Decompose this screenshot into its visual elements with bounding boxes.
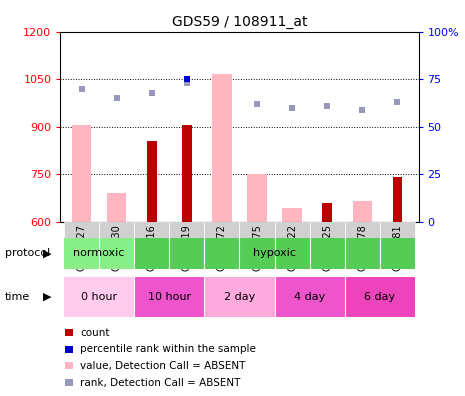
Text: 6 day: 6 day — [364, 292, 395, 302]
FancyBboxPatch shape — [310, 222, 345, 238]
Bar — [134, 277, 205, 317]
Bar — [392, 177, 402, 222]
Text: time: time — [5, 292, 30, 302]
FancyBboxPatch shape — [380, 222, 415, 238]
Bar — [352, 201, 372, 222]
Text: ▶: ▶ — [43, 248, 51, 259]
FancyBboxPatch shape — [205, 222, 239, 238]
Text: hypoxic: hypoxic — [253, 248, 296, 259]
Text: GSM1227: GSM1227 — [77, 224, 86, 271]
Text: GSM4172: GSM4172 — [217, 224, 227, 271]
Bar — [147, 141, 157, 222]
FancyBboxPatch shape — [345, 222, 380, 238]
Text: GSM4175: GSM4175 — [252, 224, 262, 271]
Bar — [345, 277, 415, 317]
Text: GSM1219: GSM1219 — [182, 224, 192, 271]
Title: GDS59 / 108911_at: GDS59 / 108911_at — [172, 15, 307, 29]
FancyBboxPatch shape — [134, 222, 169, 238]
Text: percentile rank within the sample: percentile rank within the sample — [80, 344, 256, 354]
Text: count: count — [80, 327, 110, 338]
Bar — [64, 277, 134, 317]
Bar — [72, 125, 91, 222]
Text: normoxic: normoxic — [73, 248, 125, 259]
Bar — [64, 238, 134, 269]
Text: GSM1216: GSM1216 — [147, 224, 157, 271]
Text: GSM4181: GSM4181 — [392, 224, 402, 271]
Bar — [322, 203, 332, 222]
Text: GSM1225: GSM1225 — [322, 224, 332, 271]
Bar — [282, 208, 302, 222]
Bar — [247, 174, 267, 222]
Text: rank, Detection Call = ABSENT: rank, Detection Call = ABSENT — [80, 377, 241, 388]
Text: 0 hour: 0 hour — [81, 292, 117, 302]
Text: 10 hour: 10 hour — [148, 292, 191, 302]
Text: 4 day: 4 day — [294, 292, 326, 302]
Text: GSM1230: GSM1230 — [112, 224, 122, 271]
Bar — [212, 74, 232, 222]
FancyBboxPatch shape — [239, 222, 274, 238]
Bar — [107, 193, 126, 222]
Text: ▶: ▶ — [43, 292, 51, 302]
Text: protocol: protocol — [5, 248, 50, 259]
Bar — [205, 277, 274, 317]
FancyBboxPatch shape — [99, 222, 134, 238]
FancyBboxPatch shape — [274, 222, 310, 238]
Bar — [274, 277, 345, 317]
Text: value, Detection Call = ABSENT: value, Detection Call = ABSENT — [80, 361, 246, 371]
FancyBboxPatch shape — [64, 222, 99, 238]
Text: 2 day: 2 day — [224, 292, 255, 302]
Bar — [182, 125, 192, 222]
Bar — [134, 238, 415, 269]
Text: GSM4178: GSM4178 — [357, 224, 367, 271]
FancyBboxPatch shape — [169, 222, 205, 238]
Text: GSM1222: GSM1222 — [287, 224, 297, 271]
